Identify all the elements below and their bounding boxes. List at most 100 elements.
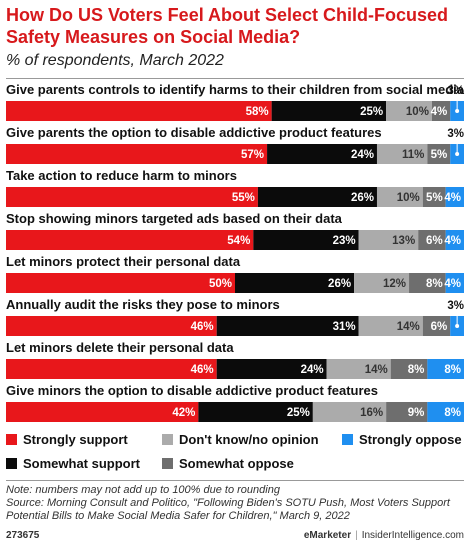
bottom-divider <box>6 480 464 481</box>
category-label: Take action to reduce harm to minors <box>6 168 237 183</box>
data-label: 6% <box>431 321 448 333</box>
bar-segment <box>271 101 387 121</box>
data-label: 4% <box>444 235 461 247</box>
bar-segment <box>409 273 446 293</box>
site-name: InsiderIntelligence.com <box>361 530 464 541</box>
data-label: 6% <box>426 235 443 247</box>
bar-segment <box>376 187 423 207</box>
legend-label: Strongly oppose <box>359 432 462 447</box>
bar-segment <box>358 316 423 336</box>
bar-segment <box>386 402 428 422</box>
bar-segment <box>267 144 377 164</box>
legend-item-somewhat-support: Somewhat support <box>6 456 140 471</box>
bar-segment <box>354 273 410 293</box>
legend-item-somewhat-oppose: Somewhat oppose <box>162 456 294 471</box>
bar-segment <box>418 230 446 250</box>
label-leader-dot <box>455 324 460 328</box>
data-label: 25% <box>287 407 310 419</box>
bar-segment <box>253 230 359 250</box>
legend-label: Don't know/no opinion <box>179 432 319 447</box>
data-label: 24% <box>351 149 374 161</box>
data-label: 50% <box>209 278 232 290</box>
data-label: 4% <box>431 106 448 118</box>
label-leader-dot <box>455 109 460 113</box>
bar-segment <box>445 187 464 207</box>
footer-brand: eMarketer | InsiderIntelligence.com <box>304 530 464 541</box>
data-label: 8% <box>444 364 461 376</box>
footer-separator: | <box>355 530 358 541</box>
legend-swatch <box>162 434 173 445</box>
bar-segment <box>445 230 464 250</box>
data-label: 58% <box>246 106 269 118</box>
data-label: 3% <box>447 300 464 312</box>
category-label: Give minors the option to disable addict… <box>6 383 378 398</box>
category-label: Let minors delete their personal data <box>6 340 234 355</box>
stacked-bar-chart: Give parents controls to identify harms … <box>6 82 465 422</box>
data-label: 8% <box>408 364 425 376</box>
bar-segment <box>431 101 451 121</box>
bar-segment <box>427 359 464 379</box>
data-label: 24% <box>301 364 324 376</box>
chart-subtitle: % of respondents, March 2022 <box>6 52 224 69</box>
bar-segment <box>390 359 428 379</box>
data-label: 3% <box>447 128 464 140</box>
bar-segment <box>427 144 451 164</box>
legend-swatch <box>6 434 17 445</box>
data-label: 46% <box>191 364 214 376</box>
bar-segment <box>422 187 446 207</box>
bar-segment <box>6 359 217 379</box>
data-label: 4% <box>444 278 461 290</box>
category-label: Let minors protect their personal data <box>6 254 241 269</box>
bar-segment <box>6 144 268 164</box>
chart-title: How Do US Voters Feel About Select Child… <box>6 5 449 47</box>
category-label: Stop showing minors targeted ads based o… <box>6 211 343 226</box>
bar-segment <box>6 101 272 121</box>
legend-swatch <box>162 458 173 469</box>
top-divider <box>6 78 464 79</box>
bar-segment <box>445 273 464 293</box>
bar-segment <box>422 316 451 336</box>
data-label: 12% <box>383 278 406 290</box>
data-label: 14% <box>397 321 420 333</box>
legend-label: Somewhat oppose <box>179 456 294 471</box>
category-label: Give parents controls to identify harms … <box>6 82 465 97</box>
data-label: 54% <box>227 235 250 247</box>
data-label: 5% <box>426 192 443 204</box>
data-label: 42% <box>172 407 195 419</box>
category-label: Annually audit the risks they pose to mi… <box>6 297 280 312</box>
data-label: 23% <box>333 235 356 247</box>
data-label: 8% <box>444 407 461 419</box>
source-text: Source: Morning Consult and Politico, "F… <box>6 497 450 522</box>
bar-segment <box>358 230 419 250</box>
data-label: 31% <box>333 321 356 333</box>
bar-segment <box>386 101 432 121</box>
chart-id: 273675 <box>6 530 40 541</box>
bar-segment <box>6 230 254 250</box>
data-label: 3% <box>447 85 464 97</box>
legend-swatch <box>6 458 17 469</box>
notes: Note: numbers may not add up to 100% due… <box>6 484 466 523</box>
legend-item-dont-know: Don't know/no opinion <box>162 432 319 447</box>
data-label: 57% <box>241 149 264 161</box>
bar-segment <box>6 316 217 336</box>
label-leader-dot <box>455 152 460 156</box>
legend-item-strongly-support: Strongly support <box>6 432 128 447</box>
bar-segment <box>6 273 235 293</box>
data-label: 10% <box>397 192 420 204</box>
data-label: 55% <box>232 192 255 204</box>
brand-name: eMarketer <box>303 530 352 541</box>
bar-segment <box>198 402 313 422</box>
data-label: 26% <box>351 192 374 204</box>
bar-segment <box>216 316 359 336</box>
legend: Strongly support Somewhat support Don't … <box>6 430 466 474</box>
data-label: 5% <box>431 149 448 161</box>
data-label: 9% <box>408 407 425 419</box>
bar-segment <box>6 402 199 422</box>
data-label: 14% <box>365 364 388 376</box>
bar-segment <box>427 402 464 422</box>
bar-segment <box>235 273 355 293</box>
category-label: Give parents the option to disable addic… <box>6 125 382 140</box>
data-label: 46% <box>191 321 214 333</box>
data-label: 26% <box>328 278 351 290</box>
legend-swatch <box>342 434 353 445</box>
